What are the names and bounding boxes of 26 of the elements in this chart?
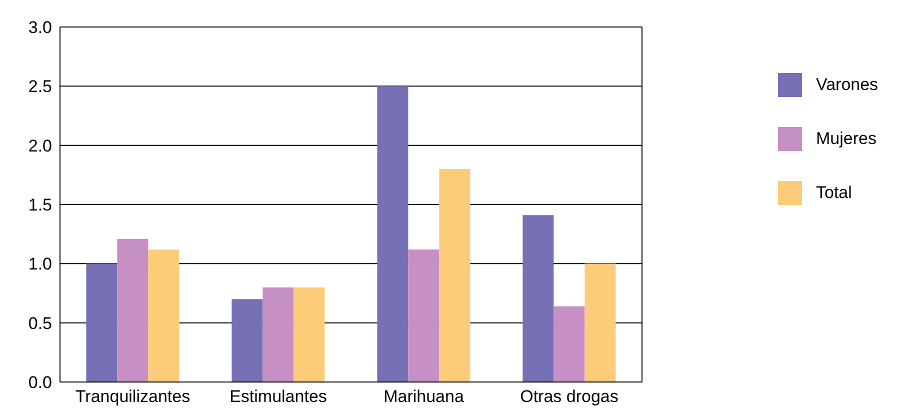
- y-tick-label: 0.0: [28, 373, 52, 392]
- bar: [522, 215, 554, 382]
- x-tick-label: Marihuana: [384, 387, 464, 406]
- y-tick-label: 0.5: [28, 314, 52, 333]
- bar: [262, 287, 294, 382]
- y-tick-label: 2.5: [28, 77, 52, 96]
- bar: [408, 249, 440, 382]
- bar: [584, 264, 616, 382]
- bar: [554, 306, 585, 382]
- bar: [148, 249, 180, 382]
- y-tick-label: 1.5: [28, 196, 52, 215]
- x-tick-label: Otras drogas: [520, 387, 618, 406]
- x-tick-label: Estimulantes: [230, 387, 327, 406]
- y-tick-label: 1.0: [28, 254, 52, 274]
- legend-label: Varones: [816, 75, 878, 95]
- bar: [232, 299, 263, 382]
- legend-label: Mujeres: [816, 129, 876, 149]
- legend-label: Total: [816, 183, 852, 203]
- y-tick-label: 3.0: [28, 18, 52, 38]
- bar: [86, 264, 118, 382]
- bar: [439, 169, 470, 382]
- bar: [117, 238, 148, 382]
- x-tick-label: Tranquilizantes: [75, 387, 190, 406]
- bar: [294, 287, 325, 382]
- bar: [377, 86, 408, 382]
- y-tick-label: 2.0: [28, 136, 52, 156]
